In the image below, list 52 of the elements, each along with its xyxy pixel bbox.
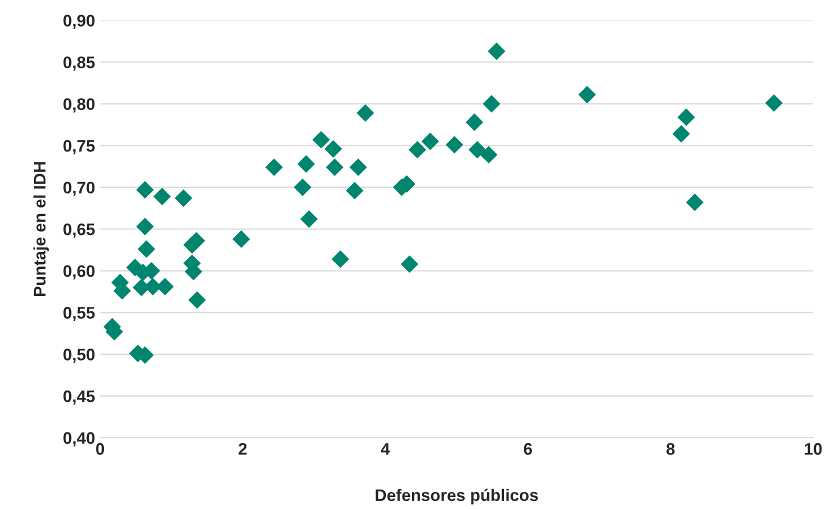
x-tick-label: 6 (524, 443, 532, 455)
x-tick-label: 4 (380, 443, 390, 455)
point (421, 132, 440, 150)
x-tick-label: 10 (804, 443, 822, 455)
y-tick-label: 0,75 (63, 140, 95, 154)
point (332, 250, 350, 268)
point (466, 113, 484, 131)
point (400, 255, 418, 273)
x-tick-label: 8 (666, 443, 675, 455)
y-tick-label: 0,70 (63, 182, 95, 196)
y-tick-label: 0,85 (63, 56, 95, 71)
point (312, 130, 330, 149)
point (174, 189, 192, 207)
point (188, 232, 206, 250)
x-tick-label: 0 (96, 443, 104, 455)
y-tick-label: 0,50 (63, 348, 95, 363)
point (346, 182, 364, 200)
y-axis-title: Puntaje en el IDH (33, 162, 49, 296)
y-tick-label: 0,65 (63, 223, 95, 238)
point (349, 158, 367, 176)
y-tick-label: 0,90 (63, 14, 95, 29)
y-tick-label: 0,45 (63, 390, 95, 405)
point (324, 140, 342, 158)
point (232, 230, 250, 248)
x-tick-label: 2 (238, 443, 247, 455)
point (488, 42, 506, 60)
y-tick-label: 0,80 (63, 98, 95, 112)
point (297, 155, 315, 173)
point (136, 181, 154, 199)
point (677, 108, 696, 126)
point (265, 158, 283, 176)
point (686, 194, 704, 212)
point (480, 146, 498, 164)
point (300, 210, 318, 228)
x-axis-title: Defensores públicos (376, 488, 538, 504)
point (482, 95, 500, 113)
point (578, 86, 596, 104)
point (326, 158, 344, 176)
point (356, 104, 374, 122)
y-tick-label: 0,55 (63, 306, 95, 322)
point (765, 94, 783, 112)
y-tick-label: 0,60 (63, 265, 95, 280)
point (188, 291, 206, 309)
y-tick-label: 0,40 (63, 432, 95, 446)
point (672, 125, 690, 143)
point (468, 140, 486, 159)
point (294, 178, 312, 196)
point (153, 188, 171, 206)
point (138, 240, 156, 258)
point (136, 218, 154, 236)
point (408, 140, 426, 159)
point (446, 136, 464, 154)
